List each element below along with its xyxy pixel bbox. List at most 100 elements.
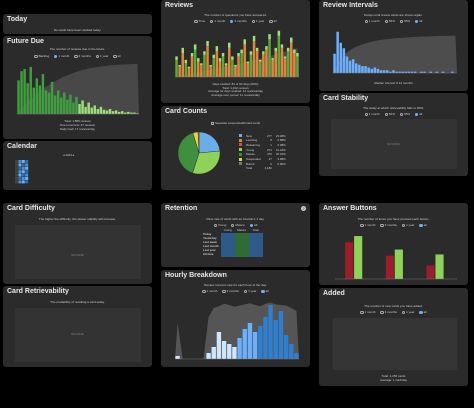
card-retrievability-nodata: NO DATA xyxy=(71,332,84,336)
rv-opt-1year[interactable]: 1 year xyxy=(251,19,264,23)
ri-opt-1month[interactable]: 1 month xyxy=(364,19,380,23)
future-due-bar xyxy=(23,69,26,114)
calendar-year-nav[interactable]: ◂ 2024 ▸ xyxy=(63,153,75,157)
rv-opt-all[interactable]: all xyxy=(269,19,277,23)
retention-cell xyxy=(234,240,249,245)
learn-bar xyxy=(206,41,209,47)
ad-opt-1year[interactable]: 1 year xyxy=(401,310,414,314)
ad-opt-1month[interactable]: 1 month xyxy=(360,310,375,314)
cs-opt-95[interactable]: 95% xyxy=(399,112,410,116)
card-count-count: 1,180 xyxy=(264,165,272,170)
fd-opt-backlog[interactable]: Backlog xyxy=(34,54,49,58)
reviews-card: Reviews The number of questions you have… xyxy=(161,0,310,103)
learn-bar xyxy=(259,59,262,62)
rt-opt-all[interactable]: All xyxy=(249,223,257,227)
review-bar xyxy=(243,44,246,77)
future-due-bar xyxy=(130,112,133,114)
hour-bar xyxy=(273,320,278,359)
fd-opt-1month[interactable]: 1 month xyxy=(54,54,69,58)
review-bar xyxy=(218,61,222,77)
ad-opt-all[interactable]: all xyxy=(419,310,427,314)
card-count-count: 277 xyxy=(267,133,272,138)
future-due-bar xyxy=(26,83,29,114)
learn-bar xyxy=(268,34,271,40)
legend-swatch xyxy=(237,152,244,158)
future-due-bar xyxy=(136,113,139,114)
review-bar xyxy=(190,56,194,77)
fd-opt-all[interactable]: all xyxy=(113,54,121,58)
learn-bar xyxy=(224,63,228,65)
added-title: Added xyxy=(323,290,345,297)
cs-opt-1month[interactable]: 1 month xyxy=(364,112,380,116)
card-retrievability-subtitle: The probability of recalling a card toda… xyxy=(50,300,105,304)
hour-bar xyxy=(216,332,222,359)
future-due-bar xyxy=(56,90,60,114)
future-due-bar xyxy=(114,110,118,114)
future-due-bar xyxy=(105,110,109,114)
future-due-bar xyxy=(63,92,66,114)
added-options: 1 month 3 months 1 year all xyxy=(319,310,468,314)
review-bar xyxy=(203,54,206,77)
rv-opt-1month[interactable]: 1 month xyxy=(210,19,225,23)
ab-opt-1month[interactable]: 1 month xyxy=(360,223,375,227)
retention-cell xyxy=(220,252,235,257)
retention-row-label: Yesterday xyxy=(203,235,217,240)
cs-opt-all[interactable]: all xyxy=(415,112,422,116)
card-counts-title: Card Counts xyxy=(165,108,207,115)
review-bar xyxy=(234,66,237,77)
review-bar xyxy=(215,51,219,77)
ri-opt-95[interactable]: 95% xyxy=(399,19,410,23)
calendar-day xyxy=(21,170,25,174)
hour-bar xyxy=(278,311,284,359)
retention-row-label: Last year xyxy=(203,247,216,252)
fd-opt-3months[interactable]: 3 months xyxy=(74,54,91,58)
card-count-pct: 0.00% xyxy=(277,161,286,166)
rv-opt-3months[interactable]: 3 months xyxy=(230,19,247,23)
cs-opt-50[interactable]: 50% xyxy=(384,112,395,116)
rv-opt-time[interactable]: Time xyxy=(194,19,205,23)
card-count-label: Buried xyxy=(246,161,255,166)
ri-opt-all[interactable]: all xyxy=(415,19,422,23)
retention-cell xyxy=(220,232,235,237)
hb-opt-all[interactable]: all xyxy=(261,289,269,293)
interval-bar xyxy=(370,68,373,73)
calendar-day xyxy=(18,170,22,174)
learn-bar xyxy=(234,65,237,67)
learn-bar xyxy=(290,37,293,43)
rt-opt-young[interactable]: Young xyxy=(213,223,226,227)
hb-opt-3months[interactable]: 3 months xyxy=(222,289,239,293)
interval-bar xyxy=(342,48,346,73)
hb-opt-1year[interactable]: 1 year xyxy=(243,289,256,293)
card-count-pct: 0.68% xyxy=(277,138,286,143)
rt-opt-mature[interactable]: Mature xyxy=(231,223,245,227)
calendar-day xyxy=(21,163,25,167)
learn-bar xyxy=(197,58,200,62)
pie-slice xyxy=(177,132,200,174)
ab-opt-1year[interactable]: 1 year xyxy=(401,223,414,227)
retention-row: Last year xyxy=(201,247,263,253)
fd-opt-1year[interactable]: 1 year xyxy=(95,54,108,58)
hb-opt-1month[interactable]: 1 month xyxy=(202,289,217,293)
hour-bar xyxy=(221,341,227,359)
card-count-count: 8 xyxy=(270,138,272,143)
calendar-day xyxy=(18,177,22,180)
ab-opt-all[interactable]: all xyxy=(419,223,427,227)
card-counts-card: Card Counts Separate suspended/buried ca… xyxy=(161,106,310,190)
review-intervals-options: 1 month 50% 95% all xyxy=(319,19,468,23)
card-count-pct: 0.08% xyxy=(277,142,286,147)
help-icon[interactable]: ? xyxy=(301,206,306,211)
future-due-stats: Total: 1,586 reviews Due tomorrow: 47 re… xyxy=(60,119,95,131)
interval-bar xyxy=(401,71,404,73)
ab-opt-3months[interactable]: 3 months xyxy=(380,223,397,227)
hourly-card: Hourly Breakdown Review success rate for… xyxy=(161,270,310,367)
ri-opt-50[interactable]: 50% xyxy=(384,19,395,23)
review-intervals-title: Review Intervals xyxy=(323,2,378,9)
calendar-day xyxy=(25,170,29,174)
retention-column-header: Young xyxy=(223,228,232,232)
retention-cell xyxy=(220,240,235,245)
legend-swatch xyxy=(237,134,244,139)
interval-bar xyxy=(435,71,439,73)
ad-opt-3months[interactable]: 3 months xyxy=(380,310,397,314)
retention-cell xyxy=(234,248,249,253)
separate-suspended-checkbox[interactable]: Separate suspended/buried cards xyxy=(161,121,310,125)
